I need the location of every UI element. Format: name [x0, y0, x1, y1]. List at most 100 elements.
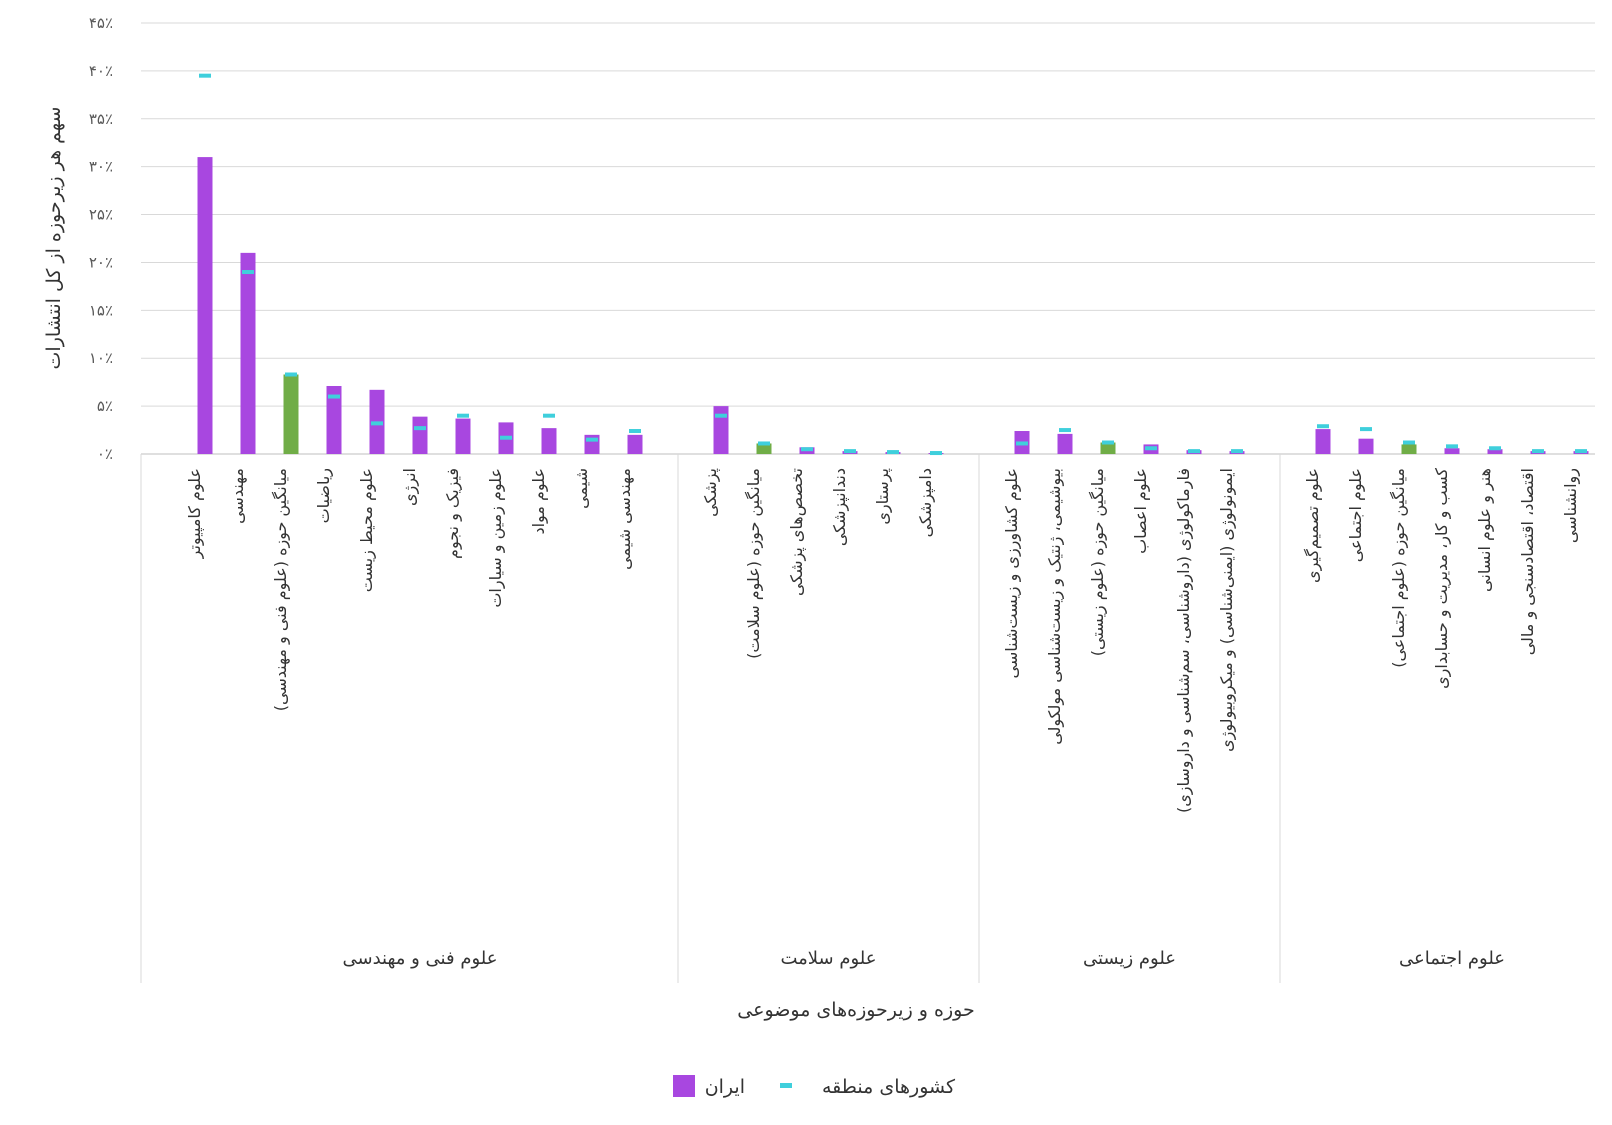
y-tick-label: ۵٪ — [97, 397, 113, 415]
bars — [197, 157, 1589, 455]
marker-region — [371, 421, 383, 426]
bar-iran — [197, 157, 213, 455]
group-label: علوم سلامت — [780, 948, 876, 969]
marker-region — [1360, 427, 1372, 432]
marker-region — [801, 447, 813, 452]
category-label: انرژی — [400, 468, 420, 506]
marker-region — [1016, 441, 1028, 446]
group-label: علوم زیستی — [1083, 948, 1176, 969]
bar-iran — [1358, 438, 1374, 454]
marker-region — [1575, 449, 1587, 454]
x-axis-title: حوزه و زیرحوزه‌های موضوعی — [737, 999, 974, 1021]
legend: ایران کشورهای منطقه — [673, 1075, 956, 1098]
marker-region — [758, 441, 770, 446]
bar-iran — [1401, 444, 1417, 454]
category-label: اقتصاد، اقتصادسنجی و مالی — [1518, 468, 1538, 655]
category-label: میانگین حوزه (علوم سلامت) — [744, 468, 764, 659]
group-separators — [140, 454, 1281, 983]
marker-region — [1489, 446, 1501, 451]
y-tick-label: ۱۰٪ — [89, 349, 113, 367]
category-label: دندانپزشکی — [830, 468, 850, 546]
category-label: علوم زمین و سیارات — [486, 468, 506, 608]
category-label: مهندسی شیمی — [615, 468, 635, 570]
marker-region — [1145, 446, 1157, 451]
category-label: بیوشیمی، ژنتیک و زیست‌شناسی مولکولی — [1045, 468, 1065, 745]
marker-region — [844, 449, 856, 454]
marker-region — [1059, 428, 1071, 433]
y-tick-label: ۴۰٪ — [89, 62, 113, 80]
bar-iran — [541, 428, 557, 454]
bar-iran — [1057, 433, 1073, 454]
marker-region — [199, 73, 211, 78]
legend-swatch-region — [780, 1083, 792, 1088]
bar-iran — [756, 443, 772, 454]
category-label: دامپزشکی — [916, 468, 936, 537]
marker-region — [1446, 444, 1458, 449]
group-labels: علوم فنی و مهندسی علوم سلامت علوم زیستی علو… — [343, 948, 1506, 969]
marker-region — [414, 426, 426, 431]
marker-region — [586, 437, 598, 442]
category-label: علوم محیط زیست — [357, 468, 377, 592]
legend-label-iran: ایران — [705, 1076, 745, 1098]
bar-iran — [1315, 429, 1331, 454]
category-label: علوم مواد — [529, 468, 549, 535]
category-label: شیمی — [572, 468, 591, 509]
marker-region — [629, 429, 641, 434]
category-label: ایمونولوژی (ایمنی‌شناسی) و میکروبیولوژی — [1217, 468, 1237, 752]
category-label: کسب و کار، مدیریت و حسابداری — [1432, 468, 1452, 689]
category-label: علوم تصمیم‌گیری — [1303, 468, 1323, 583]
y-tick-label: ۲۰٪ — [89, 253, 113, 271]
marker-region — [285, 372, 297, 377]
category-labels: علوم کامپیوتر مهندسی میانگین حوزه (علوم فن… — [185, 468, 1581, 813]
marker-region — [715, 413, 727, 418]
marker-region — [1532, 449, 1544, 454]
bar-iran — [1444, 448, 1460, 454]
bar-iran — [240, 252, 256, 454]
y-tick-label: ۳۰٪ — [89, 158, 113, 176]
marker-region — [1403, 440, 1415, 445]
bar-iran — [283, 374, 299, 454]
bar-iran — [627, 434, 643, 454]
group-label: علوم اجتماعی — [1399, 948, 1505, 969]
region-markers — [199, 73, 1587, 456]
marker-region — [930, 451, 942, 456]
category-label: پزشکی — [701, 468, 721, 517]
category-label: میانگین حوزه (علوم زیستی) — [1088, 468, 1108, 656]
category-label: هنر و علوم انسانی — [1475, 468, 1495, 592]
bar-iran — [713, 406, 729, 454]
category-label: مهندسی — [228, 468, 248, 524]
category-label: میانگین حوزه (علوم فنی و مهندسی) — [271, 468, 291, 711]
category-label: پرستاری — [873, 468, 893, 525]
y-axis-ticks: ۰٪ ۵٪ ۱۰٪ ۱۵٪ ۲۰٪ ۲۵٪ ۳۰٪ ۳۵٪ ۴۰٪ ۴۵٪ — [89, 14, 113, 463]
y-tick-label: ۲۵٪ — [89, 206, 113, 224]
marker-region — [887, 450, 899, 455]
y-tick-label: ۱۵٪ — [89, 301, 113, 319]
category-label: علوم اعصاب — [1131, 468, 1151, 554]
bar-iran — [1487, 449, 1503, 454]
category-label: تخصص‌های پزشکی — [787, 468, 807, 596]
category-label: علوم کامپیوتر — [185, 468, 205, 559]
marker-region — [1102, 440, 1114, 445]
category-label: فارماکولوژی (داروشناسی، سم‌شناسی و داروس… — [1174, 468, 1194, 813]
y-tick-label: ۴۵٪ — [89, 14, 113, 32]
legend-swatch-iran — [673, 1075, 695, 1097]
category-label: علوم کشاورزی و زیست‌شناسی — [1002, 468, 1022, 678]
y-tick-label: ۰٪ — [97, 445, 113, 463]
marker-region — [543, 413, 555, 418]
bar-iran — [412, 416, 428, 454]
category-label: فیزیک و نجوم — [443, 468, 463, 559]
marker-region — [242, 270, 254, 275]
category-label: علوم اجتماعی — [1346, 468, 1366, 562]
group-label: علوم فنی و مهندسی — [343, 948, 498, 969]
marker-region — [1231, 449, 1243, 454]
bar-iran — [326, 385, 342, 454]
marker-region — [1317, 424, 1329, 429]
marker-region — [500, 435, 512, 440]
category-label: ریاضیات — [314, 468, 334, 523]
y-tick-label: ۳۵٪ — [89, 110, 113, 128]
marker-region — [1188, 449, 1200, 454]
category-label: روانشناسی — [1561, 468, 1581, 543]
marker-region — [328, 394, 340, 399]
bar-iran — [1100, 442, 1116, 454]
